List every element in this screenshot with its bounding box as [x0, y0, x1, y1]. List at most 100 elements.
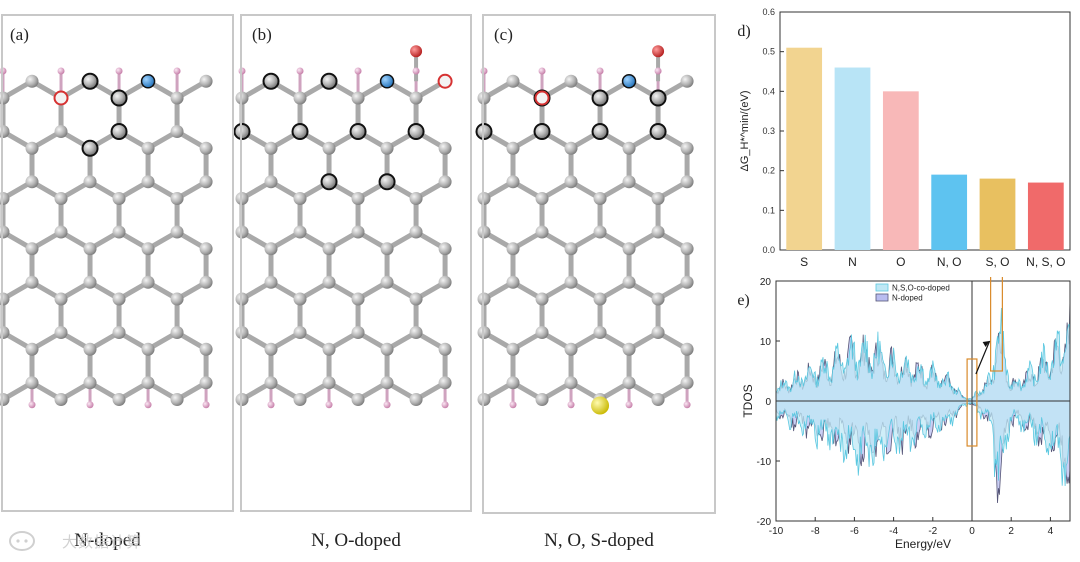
carbon-atom — [293, 326, 307, 339]
carbon-atom — [622, 242, 636, 256]
carbon-atom — [506, 376, 520, 390]
carbon-atom — [199, 376, 213, 390]
carbon-atom — [199, 175, 213, 189]
carbon-atom — [141, 141, 155, 155]
bar — [979, 178, 1016, 250]
carbon-atom — [264, 141, 278, 155]
carbon-atom — [622, 141, 636, 155]
carbon-atom — [264, 342, 278, 356]
carbon-atom — [351, 225, 365, 239]
hydrogen-atom — [57, 67, 65, 75]
y-axis-label: TDOS — [741, 384, 755, 417]
carbon-atom — [409, 91, 423, 105]
active-site-ring — [533, 123, 551, 140]
oxygen-atom — [410, 45, 423, 58]
carbon-atom — [264, 74, 278, 88]
hydrogen-atom — [412, 67, 420, 75]
carbon-atom — [141, 376, 155, 390]
carbon-atom — [651, 192, 665, 205]
carbon-atom — [622, 376, 636, 390]
carbon-atom — [438, 275, 452, 289]
carbon-atom — [264, 376, 278, 390]
active-site-ring — [475, 123, 493, 140]
carbon-atom — [199, 275, 213, 289]
x-tick-label: S, O — [985, 255, 1009, 269]
carbon-atom — [477, 292, 491, 306]
carbon-atom — [235, 91, 249, 105]
carbon-atom — [293, 225, 307, 239]
hydrogen-atom — [28, 401, 36, 409]
x-tick-label: -8 — [811, 526, 820, 537]
oxygen-atom — [437, 73, 453, 89]
x-tick-label: -10 — [769, 526, 784, 537]
active-site-ring — [591, 123, 609, 140]
arrow-head-icon — [982, 341, 990, 347]
carbon-atom — [593, 326, 607, 339]
carbon-atom — [380, 342, 394, 356]
bar — [1027, 182, 1064, 250]
carbon-atom — [622, 275, 636, 289]
carbon-atom — [112, 393, 126, 406]
carbon-atom — [351, 192, 365, 205]
carbon-atom — [680, 342, 694, 356]
panel-a-frame — [1, 14, 234, 512]
hydrogen-atom — [173, 67, 181, 75]
hydrogen-atom — [202, 401, 210, 409]
carbon-atom — [351, 292, 365, 306]
nitrogen-atom — [379, 74, 395, 89]
carbon-atom — [264, 175, 278, 189]
carbon-atom — [322, 342, 336, 356]
hydrogen-atom — [683, 401, 691, 409]
active-site-ring — [320, 173, 338, 191]
y-axis-label: ΔG_H*^min/(eV) — [739, 91, 751, 172]
x-axis-label: Energy/eV — [895, 537, 951, 551]
y-tick-label: 0 — [765, 397, 771, 408]
carbon-atom — [593, 91, 607, 105]
y-tick-label: 0.2 — [762, 166, 775, 176]
carbon-atom — [651, 292, 665, 306]
carbon-atom — [112, 125, 126, 138]
carbon-atom — [170, 125, 184, 138]
hydrogen-atom — [383, 401, 391, 409]
carbon-atom — [322, 376, 336, 390]
active-site-ring — [233, 123, 251, 140]
oxygen-atom — [652, 45, 665, 58]
x-tick-label: N, O — [937, 255, 962, 269]
carbon-atom — [380, 242, 394, 256]
carbon-atom — [477, 192, 491, 205]
carbon-atom — [351, 326, 365, 339]
carbon-atom — [141, 175, 155, 189]
carbon-atom — [25, 242, 39, 256]
carbon-atom — [380, 175, 394, 189]
bar-chart-panel-d: (d) 0.0 0.1 0.2 0.3 0.4 0.5 0.6 S N O N, O S, O N, S… — [738, 7, 1071, 269]
carbon-atom — [25, 175, 39, 189]
carbon-atom — [535, 393, 549, 406]
carbon-atom — [680, 376, 694, 390]
carbon-atom — [680, 175, 694, 189]
carbon-atom — [506, 74, 520, 88]
carbon-atom — [593, 125, 607, 138]
panel-c-caption: N, O, S-doped — [544, 530, 654, 551]
plot-frame — [779, 11, 1071, 251]
x-tick-label: O — [896, 255, 905, 269]
carbon-atom — [322, 175, 336, 189]
carbon-atom — [535, 292, 549, 306]
hydrogen-atom — [354, 67, 362, 75]
active-site-ring — [649, 89, 667, 107]
carbon-atom — [535, 225, 549, 239]
bar — [931, 174, 968, 250]
carbon-atom — [564, 376, 578, 390]
active-site-ring — [81, 72, 99, 90]
nitrogen-atom — [621, 74, 637, 89]
carbon-atom — [293, 91, 307, 105]
carbon-atom — [112, 91, 126, 105]
carbon-atom — [264, 275, 278, 289]
x-tick-label: N — [848, 255, 857, 269]
watermark-icon — [9, 531, 35, 551]
carbon-atom — [651, 91, 665, 105]
carbon-atom — [438, 242, 452, 256]
carbon-atom — [409, 292, 423, 306]
carbon-atom — [535, 125, 549, 138]
x-tick-label: 0 — [969, 526, 975, 537]
carbon-atom — [235, 225, 249, 239]
